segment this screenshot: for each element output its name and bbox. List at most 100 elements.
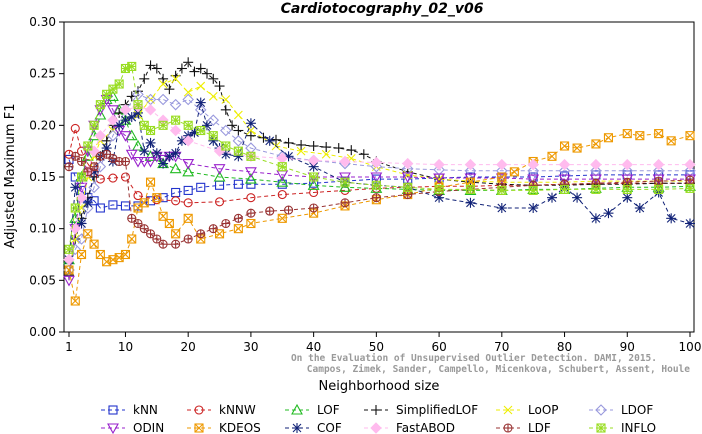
legend-label-odin: ODIN [133,421,164,434]
data-point-kdeos [622,129,632,139]
data-point-inflo [133,100,143,110]
data-point-inflo [685,183,695,193]
data-point-kdeos [83,229,93,239]
data-point-fastabod [402,157,414,170]
x-tick-label: 60 [431,340,446,354]
data-point-ldof [182,93,194,106]
data-point-cof [603,208,614,219]
data-point-simplifiedlof [271,134,281,145]
data-point-kdeos [145,177,156,187]
legend-marker-kdeos [194,423,204,433]
data-point-ldf [139,224,149,234]
data-point-inflo [64,244,74,254]
data-point-simplifiedlof [114,107,125,118]
data-point-simplifiedlof [189,66,200,77]
data-point-inflo [246,151,256,161]
data-point-odin [495,173,508,185]
legend-item-knn: kNN [101,403,158,417]
series-line-inflo [68,65,691,250]
data-point-lof [132,139,144,151]
legend-marker-cof [292,423,302,433]
data-point-cof [496,203,507,213]
data-point-ldf [221,218,231,229]
data-point-inflo [434,184,444,194]
data-point-odin [125,149,138,161]
data-point-lof [169,162,182,174]
legend-item-knnw: kNNW [187,403,256,417]
data-point-inflo [139,120,149,130]
data-point-ldf [64,162,74,172]
data-point-kdeos [95,249,105,260]
data-point-loop [171,74,181,84]
data-point-inflo [70,203,80,213]
data-point-cof [685,218,695,229]
data-point-ldof [527,165,539,177]
data-point-inflo [127,61,137,71]
data-point-cof [547,192,557,203]
data-point-inflo [371,180,381,190]
series-odin [63,94,696,287]
data-point-kdeos [591,139,601,149]
legend: kNN kNNW LOF SimplifiedLOF LoOP LDOF ODIN KDEOS… [101,403,656,434]
data-point-fastabod [339,155,351,168]
legend-marker-loop [503,405,513,415]
data-point-simplifiedlof [227,120,238,131]
data-point-ldf [152,234,162,244]
x-tick-label: 20 [181,340,196,354]
data-point-kdeos [603,133,614,143]
y-tick-label: 0.00 [29,325,56,339]
x-tick-label: 100 [679,340,702,354]
data-point-knn [158,193,168,203]
legend-label-kdeos: KDEOS [219,421,261,434]
data-point-kdeos [152,193,162,203]
data-point-kdeos [120,249,131,260]
data-point-lof [276,176,289,187]
data-point-ldf [208,224,218,234]
legend-item-ldof: LDOF [589,403,653,417]
data-point-lof [182,165,195,177]
data-point-kdeos [196,234,206,244]
data-point-simplifiedlof [346,145,357,156]
y-tick-label: 0.15 [29,170,56,184]
data-point-ldf [89,162,99,172]
data-point-odin [213,164,226,175]
data-point-cof [666,213,677,224]
data-point-knn [95,203,105,213]
legend-item-odin: ODIN [101,421,164,434]
data-point-cof [114,120,125,131]
data-point-ldf [83,167,93,177]
y-tick-label: 0.30 [29,15,56,29]
data-point-inflo [221,141,231,151]
data-point-odin [63,275,75,287]
data-point-kdeos [164,218,174,229]
x-tick-label: 70 [494,340,509,354]
data-point-kdeos [89,239,99,249]
series-line-ldf [68,153,691,245]
data-point-cof [202,120,212,131]
x-tick-label: 10 [118,340,133,354]
data-point-odin [558,174,571,186]
legend-label-ldf: LDF [528,421,551,434]
x-tick-label: 50 [369,340,384,354]
data-point-kdeos [635,131,645,141]
data-point-loop [246,126,256,135]
legend-label-knn: kNN [133,403,158,417]
data-point-simplifiedlof [283,137,294,148]
data-point-cof [70,182,81,193]
data-point-kdeos [654,129,664,139]
data-point-fastabod [496,158,508,171]
y-tick-label: 0.10 [29,222,56,236]
data-point-cof [590,213,601,224]
data-point-knn [233,179,243,189]
data-point-ldof [169,98,182,111]
data-point-ldof [401,162,414,175]
series-inflo [64,61,695,254]
legend-item-ldf: LDF [496,421,551,434]
x-tick-label: 30 [243,340,258,354]
data-point-odin [119,131,132,142]
data-point-knn [183,185,193,195]
series-layer [63,57,696,306]
legend-item-simplifiedlof: SimplifiedLOF [364,403,478,417]
data-point-ldof [652,165,665,177]
data-point-simplifiedlof [176,63,187,74]
